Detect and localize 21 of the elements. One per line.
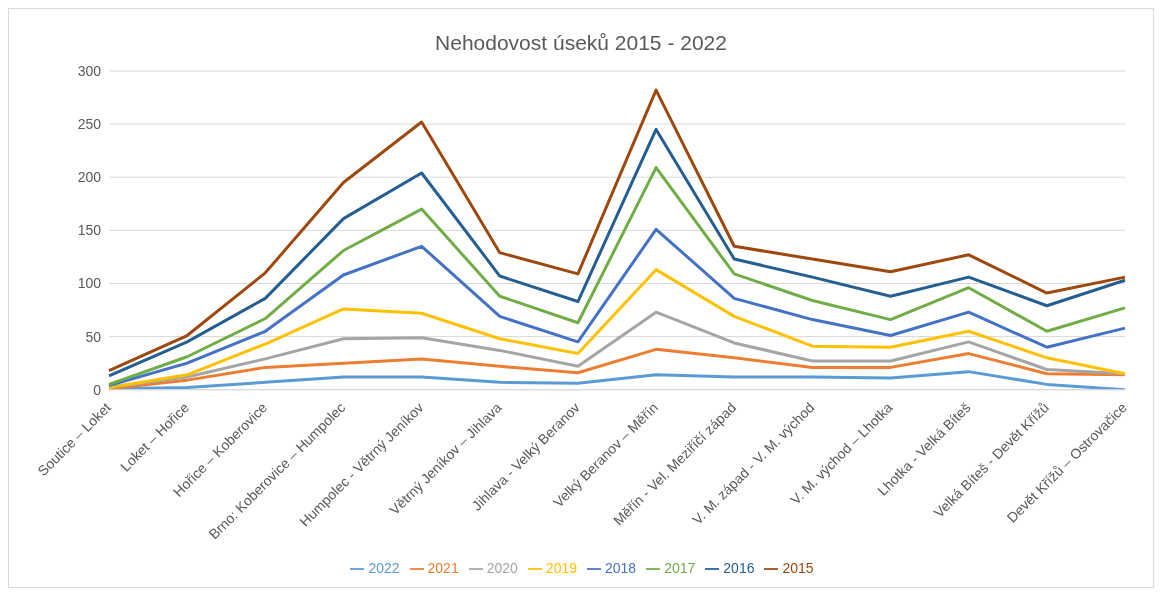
y-tick-label: 100 [77,275,102,292]
legend-label: 2022 [368,559,400,576]
line-series [107,88,1127,373]
line-series [107,166,1127,386]
line-series [107,127,1127,378]
y-tick-label: 200 [77,169,102,186]
legend-label: 2016 [723,559,755,576]
legend-label: 2020 [486,559,518,576]
y-tick-label: 300 [77,62,102,79]
y-tick-label: 50 [85,328,102,345]
y-tick-label: 250 [77,116,102,133]
legend-label: 2017 [664,559,696,576]
legend-label: 2019 [545,559,577,576]
chart-title: Nehodovost úseků 2015 - 2022 [434,30,728,56]
line-series [107,227,1127,387]
legend-label: 2015 [782,559,814,576]
legend-label: 2018 [605,559,637,576]
y-tick-label: 150 [77,222,102,239]
y-tick-label: 0 [93,381,102,398]
line-series [107,268,1127,390]
legend-label: 2021 [427,559,459,576]
